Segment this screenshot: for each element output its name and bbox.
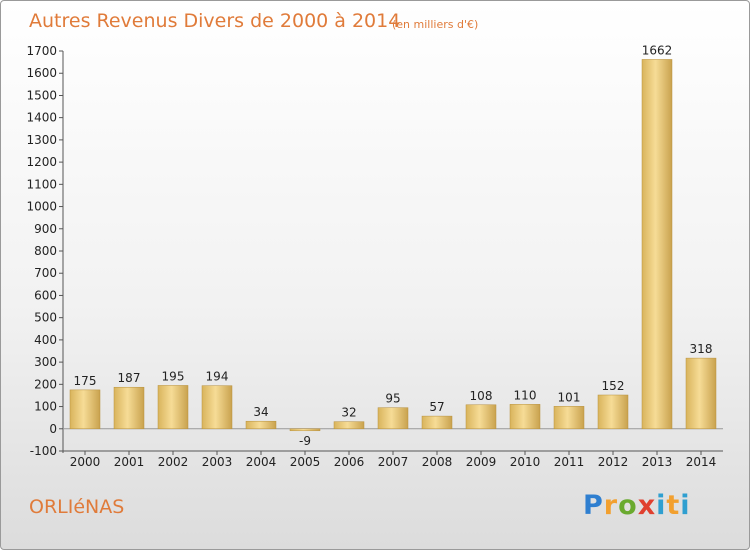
x-tick-label: 2005 — [290, 455, 321, 469]
data-label-2003: 194 — [206, 370, 229, 384]
x-tick-label: 2003 — [202, 455, 233, 469]
data-label-2009: 108 — [470, 389, 493, 403]
x-tick-label: 2014 — [686, 455, 717, 469]
x-tick-label: 2004 — [246, 455, 277, 469]
y-tick-label: 600 — [34, 288, 57, 302]
chart-title: Autres Revenus Divers de 2000 à 2014 — [29, 10, 401, 32]
data-label-2014: 318 — [690, 342, 713, 356]
x-tick-label: 2002 — [158, 455, 189, 469]
data-label-2004: 34 — [253, 405, 268, 419]
data-label-2006: 32 — [341, 406, 356, 420]
bar-2003 — [201, 385, 233, 430]
y-tick-label: 800 — [34, 244, 57, 258]
data-label-2011: 101 — [558, 390, 581, 404]
bar-2012 — [597, 394, 629, 430]
bar-2007 — [377, 407, 409, 430]
bar-2004 — [245, 420, 277, 430]
bar-2005 — [289, 428, 321, 432]
unit-note: (en milliers d'€) — [392, 18, 479, 31]
y-tick-label: -100 — [30, 444, 57, 458]
x-tick-label: 2011 — [554, 455, 585, 469]
bars — [69, 59, 717, 432]
y-tick-label: 0 — [49, 422, 57, 436]
proxiti-logo: Proxiti — [583, 490, 691, 521]
bar-2011 — [553, 406, 585, 430]
bar-2000 — [69, 389, 101, 430]
data-label-2007: 95 — [385, 392, 400, 406]
y-tick-label: 1500 — [26, 88, 57, 102]
x-tick-label: 2007 — [378, 455, 409, 469]
bar-2008 — [421, 415, 453, 430]
axes: -100 0 100 200 300 400 500 600 700 800 900 1000 1100… — [26, 44, 723, 469]
data-label-2013: 1662 — [642, 43, 673, 57]
y-tick-label: 900 — [34, 222, 57, 236]
data-label-2002: 195 — [162, 369, 185, 383]
y-tick-label: 500 — [34, 311, 57, 325]
city-name: ORLIéNAS — [29, 496, 125, 518]
data-label-2000: 175 — [74, 374, 97, 388]
x-tick-label: 2000 — [70, 455, 101, 469]
y-tick-label: 1200 — [26, 155, 57, 169]
y-tick-label: 1600 — [26, 66, 57, 80]
bar-2006 — [333, 421, 365, 430]
data-labels: 175 187 195 194 34 -9 32 95 57 108 110 101 152 1662 31… — [74, 43, 713, 447]
bar-2014 — [685, 357, 717, 430]
bar-2009 — [465, 404, 497, 430]
x-tick-label: 2006 — [334, 455, 365, 469]
y-tick-label: 1100 — [26, 177, 57, 191]
y-tick-label: 1400 — [26, 111, 57, 125]
y-tick-label: 400 — [34, 333, 57, 347]
data-label-2012: 152 — [602, 379, 625, 393]
bar-2001 — [113, 386, 145, 430]
y-tick-label: 1300 — [26, 133, 57, 147]
y-tick-label: 700 — [34, 266, 57, 280]
bar-2002 — [157, 385, 189, 430]
x-tick-label: 2009 — [466, 455, 497, 469]
data-label-2008: 57 — [429, 400, 444, 414]
x-tick-label: 2013 — [642, 455, 673, 469]
data-label-2001: 187 — [118, 371, 141, 385]
x-tick-label: 2001 — [114, 455, 145, 469]
y-tick-label: 100 — [34, 400, 57, 414]
bar-2010 — [509, 404, 541, 430]
x-tick-label: 2010 — [510, 455, 541, 469]
y-tick-label: 1700 — [26, 44, 57, 58]
x-tick-label: 2012 — [598, 455, 629, 469]
y-tick-label: 300 — [34, 355, 57, 369]
data-label-2005: -9 — [299, 434, 311, 448]
y-tick-label: 1000 — [26, 200, 57, 214]
data-label-2010: 110 — [514, 388, 537, 402]
x-tick-label: 2008 — [422, 455, 453, 469]
bar-2013 — [641, 59, 673, 430]
y-tick-label: 200 — [34, 377, 57, 391]
